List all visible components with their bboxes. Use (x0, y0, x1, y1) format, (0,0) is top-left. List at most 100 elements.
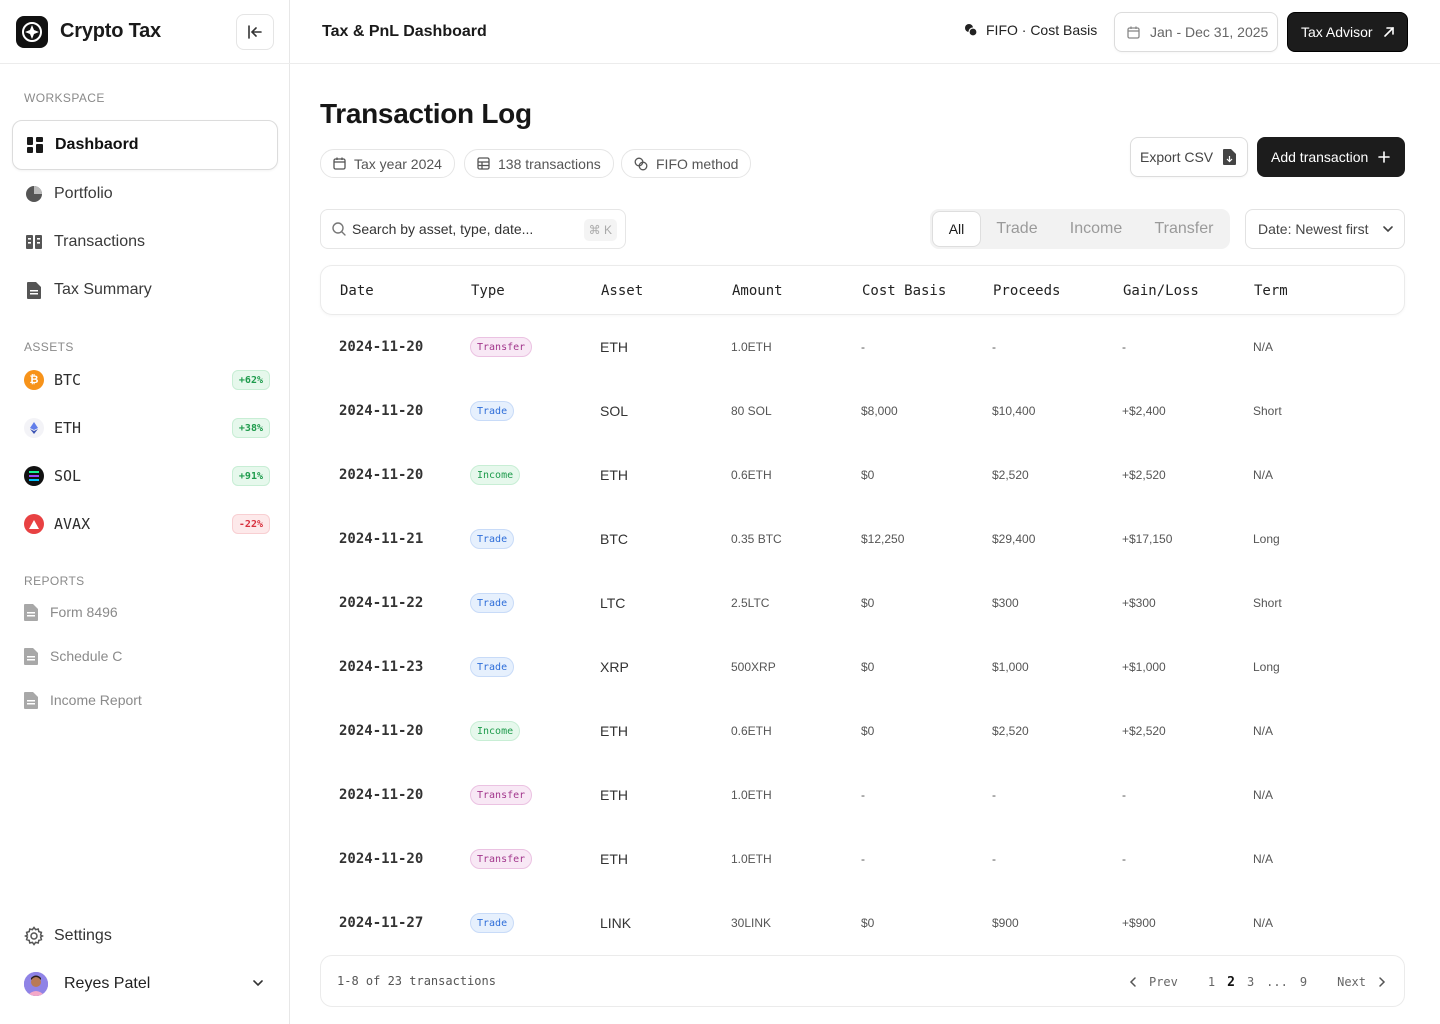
report-item-income-report[interactable]: Income Report (24, 688, 142, 712)
search-input[interactable] (352, 221, 572, 237)
cell-proceeds: $29,400 (992, 532, 1036, 546)
cell-term: N/A (1253, 468, 1274, 482)
user-menu[interactable]: Reyes Patel (24, 970, 270, 998)
report-item-form-8496[interactable]: Form 8496 (24, 600, 118, 624)
table-row[interactable]: 2024-11-20 Income ETH 0.6ETH $0 $2,520 +$2,520… (320, 443, 1405, 507)
search-box: ⌘ K (320, 209, 626, 249)
cell-type: Trade (470, 379, 515, 443)
cell-date: 2024-11-20 (339, 467, 424, 483)
method-chip: FIFO method (621, 149, 752, 178)
add-transaction-button[interactable]: Add transaction (1257, 137, 1405, 177)
cell-amount: 1.0ETH (731, 852, 772, 866)
filter-tab-trade[interactable]: Trade (996, 220, 1038, 237)
cell-amount: 0.6ETH (731, 468, 772, 482)
cell-cost-basis: $0 (861, 596, 875, 610)
cell-date: 2024-11-20 (339, 723, 424, 739)
file-export-icon (1223, 149, 1237, 165)
cell-date: 2024-11-23 (339, 659, 424, 675)
report-item-label: Income Report (50, 692, 142, 708)
chevron-down-icon (1383, 226, 1393, 233)
calendar-icon (1127, 26, 1140, 39)
sidebar-item-label: Transactions (54, 233, 145, 250)
report-item-schedule-c[interactable]: Schedule C (24, 644, 122, 668)
keyboard-shortcut-hint: ⌘ K (583, 219, 617, 241)
pagination-info: 1-8 of 23 transactions (337, 974, 496, 988)
cost-basis-method-label: FIFO · Cost Basis (986, 22, 1098, 38)
table-row[interactable]: 2024-11-20 Transfer ETH 1.0ETH - - - N/A (320, 763, 1405, 827)
cell-term: N/A (1253, 852, 1274, 866)
table-row[interactable]: 2024-11-27 Trade LINK 30LINK $0 $900 +$900 N/A (320, 891, 1405, 955)
pagination: Prev 1 2 3 ... 9 Next (1127, 972, 1388, 992)
table-row[interactable]: 2024-11-22 Trade LTC 2.5LTC $0 $300 +$300 Short (320, 571, 1405, 635)
export-csv-button[interactable]: Export CSV (1130, 137, 1248, 177)
column-header-gain-loss[interactable]: Gain/Loss (1123, 283, 1199, 299)
cell-date: 2024-11-20 (339, 339, 424, 355)
sort-label: Date: Newest first (1258, 221, 1369, 237)
column-header-amount[interactable]: Amount (732, 283, 783, 299)
chevron-left-icon (1129, 977, 1136, 987)
page-title: Transaction Log (320, 98, 532, 129)
filter-tab-income[interactable]: Income (1069, 220, 1123, 237)
page-2[interactable]: 2 (1227, 974, 1235, 990)
table-row[interactable]: 2024-11-23 Trade XRP 500XRP $0 $1,000 +$1,000 L… (320, 635, 1405, 699)
sidebar-item-transactions[interactable]: Transactions (12, 217, 278, 267)
cell-cost-basis: $0 (861, 724, 875, 738)
tax-advisor-button[interactable]: Tax Advisor (1287, 12, 1408, 52)
cell-date: 2024-11-20 (339, 403, 424, 419)
asset-change-badge: +62% (231, 370, 270, 390)
column-header-type[interactable]: Type (471, 283, 505, 299)
cell-asset: ETH (600, 851, 628, 867)
table-row[interactable]: 2024-11-21 Trade BTC 0.35 BTC $12,250 $29,400… (320, 507, 1405, 571)
column-header-cost-basis[interactable]: Cost Basis (862, 283, 947, 299)
cell-asset: LINK (600, 915, 632, 931)
cell-asset: BTC (600, 531, 628, 547)
sidebar-item-tax-summary[interactable]: Tax Summary (12, 265, 278, 315)
page-1[interactable]: 1 (1207, 975, 1216, 989)
user-name: Reyes Patel (64, 975, 151, 992)
sidebar-item-portfolio[interactable]: Portfolio (12, 169, 278, 219)
asset-item-avax[interactable]: AVAX -22% (24, 512, 270, 536)
collapse-icon (248, 25, 262, 39)
column-header-term[interactable]: Term (1254, 283, 1288, 299)
sidebar-item-dashboard[interactable]: Dashbaord (12, 120, 278, 170)
settings-link[interactable]: Settings (24, 926, 112, 946)
cost-basis-method[interactable]: FIFO · Cost Basis (964, 22, 1097, 38)
table-row[interactable]: 2024-11-20 Transfer ETH 1.0ETH - - - N/A (320, 315, 1405, 379)
date-range-picker[interactable]: Jan - Dec 31, 2025 (1114, 12, 1278, 52)
asset-item-btc[interactable]: ₿ BTC +62% (24, 368, 270, 392)
sidebar-item-label: Tax Summary (54, 281, 152, 298)
asset-symbol: AVAX (54, 515, 91, 533)
table-icon (477, 157, 490, 170)
cell-gain-loss: +$2,400 (1122, 404, 1166, 418)
cell-type: Transfer (470, 763, 533, 827)
page-9[interactable]: 9 (1299, 975, 1308, 989)
table-row[interactable]: 2024-11-20 Transfer ETH 1.0ETH - - - N/A (320, 827, 1405, 891)
cell-cost-basis: $12,250 (861, 532, 905, 546)
table-row[interactable]: 2024-11-20 Income ETH 0.6ETH $0 $2,520 +$2,520… (320, 699, 1405, 763)
prev-page-button[interactable]: Prev (1127, 975, 1202, 989)
transactions-icon (24, 232, 44, 252)
cell-amount: 500XRP (731, 660, 776, 674)
filter-tab-all[interactable]: All (932, 211, 981, 247)
column-header-asset[interactable]: Asset (601, 283, 644, 299)
page-heading: Tax & PnL Dashboard (322, 23, 487, 40)
cell-type: Income (470, 443, 521, 507)
table-row[interactable]: 2024-11-20 Trade SOL 80 SOL $8,000 $10,400 +$2… (320, 379, 1405, 443)
plus-icon (1378, 151, 1391, 163)
sort-dropdown[interactable]: Date: Newest first (1245, 209, 1405, 249)
cell-proceeds: $2,520 (992, 724, 1029, 738)
pie-chart-icon (24, 184, 44, 204)
column-header-date[interactable]: Date (340, 283, 374, 299)
cell-type: Income (470, 699, 521, 763)
page-3[interactable]: 3 (1246, 975, 1255, 989)
column-header-proceeds[interactable]: Proceeds (993, 283, 1061, 299)
collapse-sidebar-button[interactable] (236, 14, 274, 50)
filter-tab-transfer[interactable]: Transfer (1154, 220, 1214, 237)
type-tag: Trade (470, 529, 515, 549)
asset-item-eth[interactable]: ETH +38% (24, 416, 270, 440)
type-tag: Transfer (470, 337, 533, 357)
report-item-label: Form 8496 (50, 604, 118, 620)
asset-item-sol[interactable]: SOL +91% (24, 464, 270, 488)
next-page-button[interactable]: Next (1313, 975, 1388, 989)
